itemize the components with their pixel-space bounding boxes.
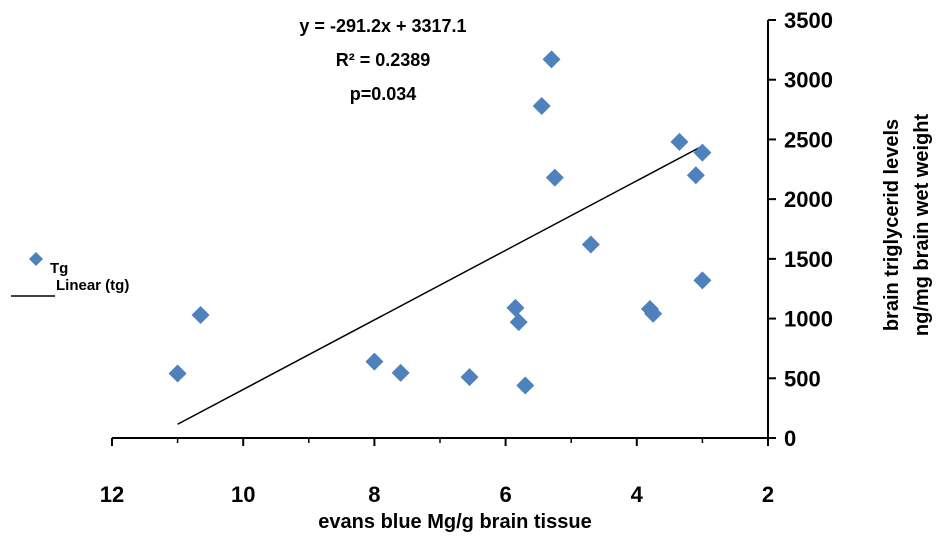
y-tick-label: 2500 bbox=[784, 127, 833, 152]
y-axis-title-line-1: brain triglycerid levels bbox=[881, 119, 903, 331]
data-point bbox=[644, 304, 663, 323]
data-point bbox=[581, 235, 600, 254]
data-point bbox=[693, 271, 712, 290]
legend-label-tg: Tg bbox=[50, 260, 68, 277]
y-tick-label: 500 bbox=[784, 366, 821, 391]
data-point bbox=[168, 364, 187, 383]
legend-label-linear: Linear (tg) bbox=[56, 277, 129, 294]
data-point bbox=[670, 132, 689, 151]
data-point bbox=[509, 313, 528, 332]
regression-equation: y = -291.2x + 3317.1 bbox=[299, 16, 466, 36]
legend-marker-tg bbox=[29, 252, 43, 266]
r-squared-label: R² = 0.2389 bbox=[336, 50, 431, 70]
legend: Tg Linear (tg) bbox=[11, 252, 129, 297]
data-point bbox=[516, 376, 535, 395]
x-tick-label: 10 bbox=[231, 482, 255, 507]
data-point bbox=[545, 168, 564, 187]
y-tick-label: 2000 bbox=[784, 187, 833, 212]
x-tick-label: 6 bbox=[499, 482, 511, 507]
y-tick-label: 1500 bbox=[784, 247, 833, 272]
data-point bbox=[365, 352, 384, 371]
x-tick-label: 8 bbox=[368, 482, 380, 507]
data-point bbox=[532, 96, 551, 115]
y-tick-label: 3000 bbox=[784, 68, 833, 93]
p-value-label: p=0.034 bbox=[350, 84, 417, 104]
x-axis-title: evans blue Mg/g brain tissue bbox=[318, 511, 591, 533]
x-tick-label: 4 bbox=[631, 482, 644, 507]
y-tick-label: 1000 bbox=[784, 307, 833, 332]
trendline bbox=[177, 145, 703, 425]
data-point bbox=[191, 305, 210, 324]
data-point bbox=[686, 166, 705, 185]
data-point bbox=[693, 143, 712, 162]
x-tick-label: 12 bbox=[100, 482, 124, 507]
data-point bbox=[506, 298, 525, 317]
y-tick-label: 0 bbox=[784, 426, 796, 451]
y-axis-title-line-2: ng/mg brain wet weight bbox=[911, 114, 933, 337]
data-point bbox=[460, 368, 479, 387]
data-point bbox=[542, 50, 561, 69]
y-axis-title: brain triglycerid levels ng/mg brain wet… bbox=[881, 114, 933, 337]
x-tick-label: 2 bbox=[762, 482, 774, 507]
y-tick-label: 3500 bbox=[784, 8, 833, 33]
data-point bbox=[391, 363, 410, 382]
plot-area: 12 10 8 6 4 2 0 500 1000 1500 2000 2500 3000 3500 bbox=[100, 8, 833, 507]
